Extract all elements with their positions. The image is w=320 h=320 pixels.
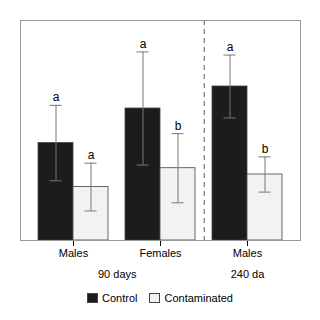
svg-text:a: a [140,37,147,51]
svg-text:Males: Males [59,247,89,259]
svg-text:Females: Females [139,247,182,259]
svg-text:a: a [227,40,234,54]
html-text:Control: Control [102,292,138,304]
html-text:Contaminated: Contaminated [164,292,233,304]
svg-text:Males: Males [233,247,263,259]
svg-text:b: b [262,142,269,156]
svg-text:a: a [88,148,95,162]
svg-text:b: b [175,119,182,133]
svg-text:a: a [53,90,60,104]
svg-text:90 days: 90 days [98,268,137,280]
svg-text:240 da: 240 da [231,268,266,280]
